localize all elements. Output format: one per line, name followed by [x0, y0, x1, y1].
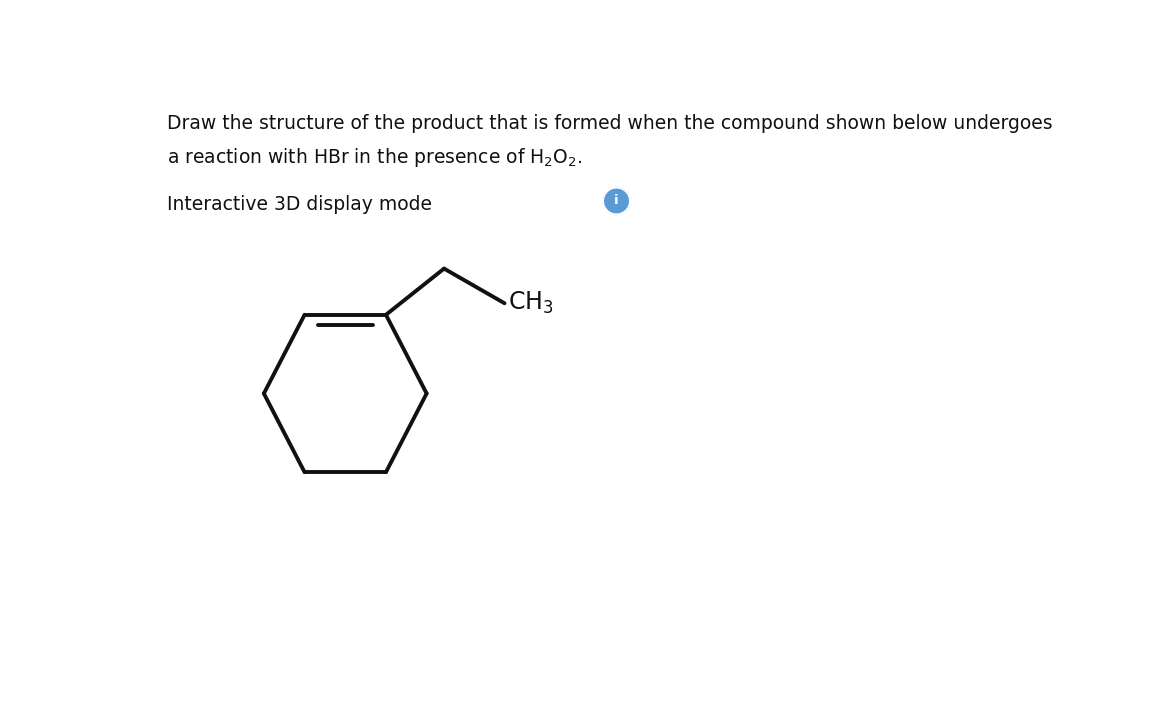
Text: i: i [614, 194, 619, 208]
Text: Draw the structure of the product that is formed when the compound shown below u: Draw the structure of the product that i… [167, 114, 1052, 133]
Text: a reaction with HBr in the presence of H$_2$O$_2$.: a reaction with HBr in the presence of H… [167, 145, 583, 169]
Text: Interactive 3D display mode: Interactive 3D display mode [167, 195, 432, 214]
Polygon shape [603, 188, 630, 215]
Text: CH$_3$: CH$_3$ [508, 290, 554, 316]
